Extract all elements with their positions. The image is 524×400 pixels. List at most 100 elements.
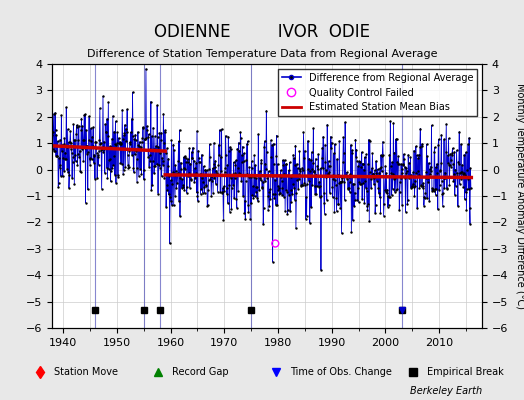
- Point: [147, 187, 156, 193]
- Point: [285, 167, 293, 174]
- Point: [372, 158, 380, 164]
- Text: Time of Obs. Change: Time of Obs. Change: [290, 367, 392, 377]
- Point: [316, 182, 324, 189]
- Point: [283, 211, 291, 217]
- Point: [294, 186, 302, 192]
- Point: [144, 154, 152, 160]
- Point: [239, 193, 247, 199]
- Point: [400, 156, 408, 162]
- Point: [413, 168, 422, 175]
- Point: [51, 126, 60, 133]
- Point: [93, 175, 101, 181]
- Point: [105, 143, 114, 150]
- Point: [187, 176, 195, 183]
- Point: [154, 134, 162, 140]
- Point: [394, 186, 402, 192]
- Point: [414, 172, 423, 178]
- Point: [329, 176, 337, 182]
- Point: [94, 162, 103, 168]
- Point: [442, 121, 451, 127]
- Point: [113, 129, 122, 136]
- Point: [160, 128, 169, 135]
- Point: [210, 140, 218, 146]
- Point: [80, 112, 89, 118]
- Legend: Difference from Regional Average, Quality Control Failed, Estimated Station Mean: Difference from Regional Average, Qualit…: [278, 69, 477, 116]
- Point: [280, 193, 288, 200]
- Point: [267, 154, 276, 160]
- Point: [204, 176, 213, 183]
- Point: [131, 132, 139, 138]
- Point: [283, 189, 291, 195]
- Point: [342, 174, 351, 180]
- Point: [129, 164, 138, 171]
- Point: [106, 156, 114, 162]
- Point: [161, 127, 169, 133]
- Point: [177, 159, 185, 166]
- Point: [304, 138, 312, 144]
- Point: [449, 145, 457, 151]
- Point: [282, 187, 290, 193]
- Point: [445, 162, 453, 168]
- Point: [54, 183, 62, 190]
- Point: [375, 169, 384, 176]
- Point: [195, 159, 203, 165]
- Point: [125, 164, 133, 170]
- Point: [292, 190, 301, 196]
- Point: [68, 175, 77, 181]
- Point: [304, 178, 313, 184]
- Point: [401, 209, 410, 215]
- Point: [315, 179, 323, 185]
- Point: [407, 185, 415, 191]
- Point: [333, 172, 342, 178]
- Point: [338, 174, 346, 181]
- Point: [181, 165, 190, 172]
- Point: [171, 162, 180, 168]
- Point: [99, 144, 107, 150]
- Point: [209, 190, 217, 196]
- Point: [145, 152, 154, 158]
- Point: [308, 166, 316, 172]
- Point: [373, 173, 381, 180]
- Point: [121, 129, 129, 136]
- Point: [141, 136, 150, 142]
- Point: [222, 152, 230, 158]
- Point: [353, 197, 362, 204]
- Point: [193, 193, 202, 200]
- Point: [302, 212, 311, 219]
- Point: [83, 142, 92, 149]
- Point: [82, 142, 91, 149]
- Point: [274, 186, 282, 193]
- Point: [444, 160, 452, 166]
- Point: [50, 110, 58, 117]
- Point: [232, 196, 241, 202]
- Point: [308, 149, 316, 155]
- Point: [172, 184, 181, 191]
- Point: [84, 149, 92, 155]
- Point: [87, 138, 95, 144]
- Point: [126, 129, 135, 135]
- Point: [265, 188, 273, 195]
- Point: [246, 216, 255, 222]
- Point: [286, 174, 294, 180]
- Point: [162, 204, 170, 210]
- Point: [373, 177, 381, 184]
- Point: [357, 181, 365, 187]
- Point: [338, 178, 346, 184]
- Point: [291, 162, 299, 168]
- Point: [369, 170, 377, 177]
- Point: [228, 172, 236, 178]
- Point: [326, 190, 334, 196]
- Point: [436, 160, 445, 166]
- Point: [67, 146, 75, 152]
- Point: [237, 178, 245, 184]
- Point: [433, 206, 442, 212]
- Point: [48, 132, 57, 138]
- Point: [54, 179, 63, 186]
- Point: [137, 146, 145, 152]
- Point: [358, 160, 367, 167]
- Point: [411, 178, 419, 184]
- Point: [72, 122, 81, 128]
- Point: [254, 198, 262, 204]
- Point: [212, 167, 221, 174]
- Point: [149, 124, 157, 131]
